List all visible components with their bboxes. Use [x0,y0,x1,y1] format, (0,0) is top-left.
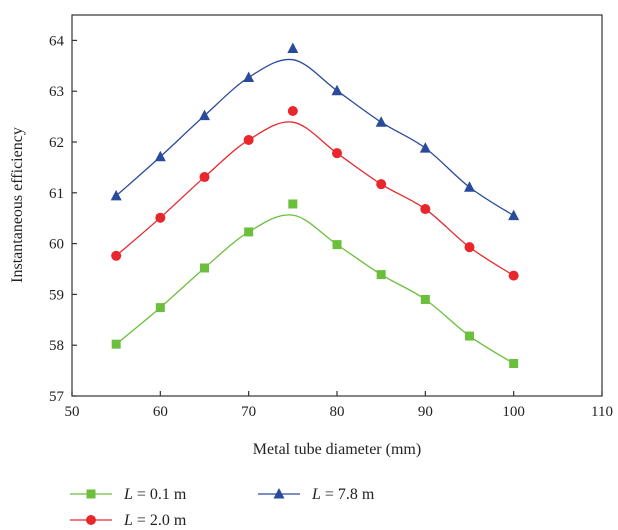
legend-item: L = 2.0 m [70,512,187,529]
series-line [115,58,515,217]
data-point [110,189,122,201]
legend-marker [86,515,96,525]
data-point [375,116,387,127]
data-point [111,339,121,349]
series-3 [110,42,520,221]
legend-item: L = 0.1 m [70,486,187,503]
legend-label: L = 7.8 m [311,486,375,503]
x-tick-label: 70 [241,404,256,420]
legend-label-variable: L [123,486,133,503]
series-line [115,214,515,365]
series-1 [111,199,519,368]
legend-label: L = 2.0 m [123,512,187,529]
x-tick-label: 110 [591,404,613,420]
data-point [154,150,166,162]
y-tick-label: 64 [49,33,65,49]
x-axis-label: Metal tube diameter (mm) [253,441,421,458]
data-point [243,71,255,82]
series-2 [111,106,519,281]
x-tick-label: 80 [330,404,345,420]
data-point [111,250,122,261]
y-tick-label: 61 [49,186,64,202]
x-tick-label: 100 [502,404,525,420]
legend-label: L = 0.1 m [123,486,187,503]
data-point [199,172,210,183]
x-axis: 50 60 70 80 90 100 110 [65,391,613,420]
data-point [155,212,166,223]
data-point [508,270,519,281]
x-tick-label: 60 [153,404,168,420]
data-point [243,134,254,145]
y-axis-label: Instantaneous efficiency [9,127,26,283]
data-point [420,294,430,304]
data-point [199,109,210,121]
data-point [155,303,165,313]
y-tick-label: 63 [49,84,64,100]
data-point [332,148,342,159]
data-point [288,199,298,209]
data-point [419,142,431,153]
legend-label-variable: L [311,486,321,503]
data-point [376,179,387,190]
plot-area [71,14,603,397]
legend-label-value: = 0.1 m [133,486,187,503]
data-point [287,42,299,54]
data-point [244,227,254,237]
data-point [464,181,475,192]
legend-marker [86,489,96,499]
legend-label-value: = 2.0 m [133,512,187,529]
x-tick-label: 50 [65,404,80,420]
legend-label-value: = 7.8 m [321,486,375,503]
plot-frame [71,14,603,397]
y-tick-label: 58 [49,338,64,354]
series-layer [110,42,520,368]
data-point [509,358,519,368]
x-tick-label: 90 [418,404,433,420]
legend-label-variable: L [123,512,133,529]
y-tick-label: 60 [49,237,64,253]
y-tick-label: 62 [49,135,64,151]
y-tick-label: 59 [49,287,64,303]
data-point [331,84,343,96]
data-point [420,204,431,215]
data-point [332,240,342,250]
y-axis: 57 58 59 60 61 62 63 64 [49,33,77,405]
legend-item: L = 7.8 m [258,486,375,503]
data-point [287,106,298,117]
y-tick-label: 57 [49,389,65,405]
legend-marker [273,488,285,499]
data-point [200,263,209,273]
data-point [508,209,520,221]
data-point [464,242,475,253]
data-point [465,331,474,341]
series-line [115,121,515,277]
data-point [376,270,386,280]
